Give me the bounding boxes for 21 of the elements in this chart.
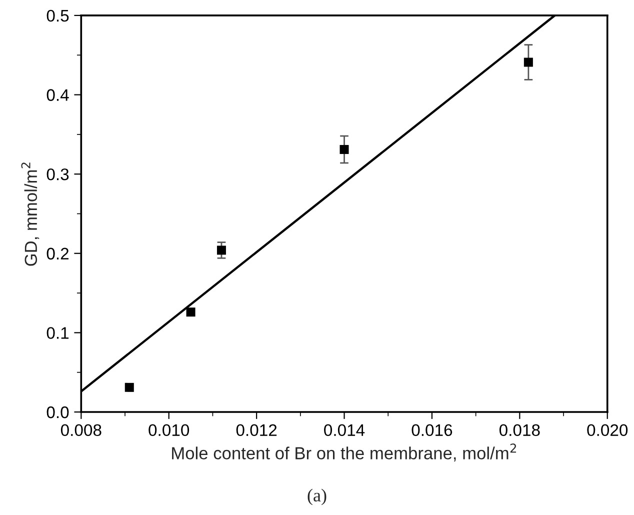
y-tick-label: 0.2 <box>46 248 69 260</box>
x-tick-label: 0.010 <box>148 424 190 436</box>
x-tick-label: 0.018 <box>499 424 540 436</box>
x-tick-label: 0.014 <box>324 424 365 436</box>
point <box>524 58 533 67</box>
y-axis-title: GD, mmol/m$^{2}$ <box>21 162 40 266</box>
x-tick-label: 0.016 <box>412 424 452 436</box>
x-tick-label: 0.012 <box>236 424 277 436</box>
y-tick-label: 0.4 <box>46 89 69 101</box>
point <box>124 382 134 392</box>
y-tick-label: 0.0 <box>46 406 69 418</box>
point <box>186 308 196 317</box>
y-tick-label: 0.5 <box>46 10 69 22</box>
y-tick-label: 0.3 <box>46 168 69 180</box>
x-tick-label: 0.020 <box>587 424 628 436</box>
text: (a) <box>308 488 326 506</box>
point <box>216 246 226 255</box>
point <box>340 144 349 154</box>
x-axis-title: Mole content of Br on the membrane, mol/m$^{2}$ <box>172 444 516 462</box>
x-tick-label: 0.008 <box>60 424 102 436</box>
y-tick-label: 0.1 <box>46 327 69 339</box>
